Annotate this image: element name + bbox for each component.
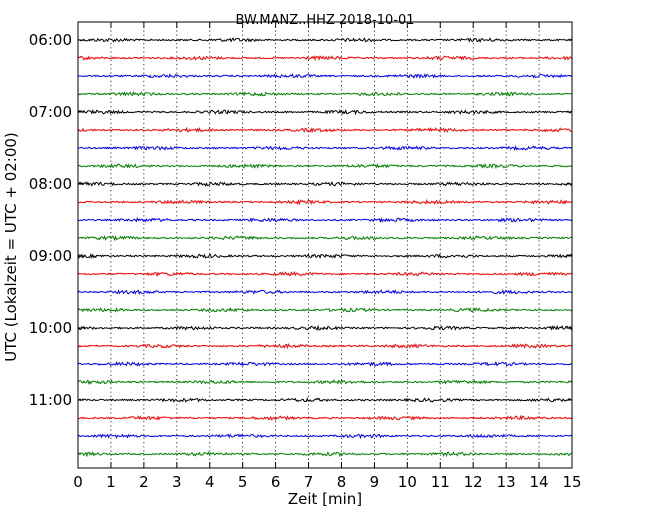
trace-0715 [77,126,573,134]
x-axis-label: Zeit [min] [288,490,362,508]
x-tick-label: 3 [172,473,182,491]
trace-0845 [77,234,573,242]
trace-1145 [77,451,573,458]
x-tick-label: 11 [431,473,450,491]
trace-0730 [77,144,573,151]
x-tick-label: 5 [238,473,248,491]
x-tick-label: 4 [205,473,215,491]
y-axis-label: UTC (Lokalzeit = UTC + 02:00) [2,132,20,362]
trace-1045 [77,379,573,385]
trace-1100 [77,397,573,403]
trace-0945 [77,306,573,313]
y-tick-label: 11:00 [29,391,72,409]
x-tick-label: 10 [398,473,417,491]
trace-0745 [77,162,573,170]
x-tick-label: 15 [562,473,581,491]
trace-0915 [77,270,573,278]
x-tick-label: 6 [271,473,281,491]
trace-1115 [77,414,573,421]
trace-0900 [77,252,573,260]
axis-ticks: 0 1 2 3 4 5 6 7 8 9 10 11 12 13 14 1506:0007:0008:0009:… [29,22,582,491]
x-tick-label: 12 [464,473,483,491]
y-tick-label: 06:00 [29,31,72,49]
trace-1000 [77,324,573,331]
trace-0600 [77,37,573,43]
x-tick-label: 8 [337,473,347,491]
trace-0930 [77,288,573,296]
trace-1030 [77,360,573,367]
y-tick-label: 10:00 [29,319,72,337]
trace-group [77,37,573,458]
trace-0830 [77,216,573,223]
x-tick-label: 13 [497,473,516,491]
x-tick-label: 0 [73,473,83,491]
chart-title: BW.MANZ..HHZ 2018-10-01 [235,13,414,28]
trace-0815 [77,198,573,206]
trace-0645 [77,90,573,97]
x-tick-label: 7 [304,473,314,491]
trace-0630 [77,73,573,80]
trace-1130 [77,433,573,440]
x-tick-label: 14 [530,473,549,491]
trace-1015 [77,342,573,350]
trace-0615 [77,55,573,62]
trace-0700 [77,108,573,116]
x-tick-label: 2 [139,473,149,491]
x-tick-label: 9 [370,473,380,491]
grid-lines [110,22,540,468]
y-tick-label: 07:00 [29,103,72,121]
x-tick-label: 1 [106,473,116,491]
trace-0800 [77,180,573,187]
y-tick-label: 09:00 [29,247,72,265]
y-tick-label: 08:00 [29,175,72,193]
plot-frame [77,21,573,469]
